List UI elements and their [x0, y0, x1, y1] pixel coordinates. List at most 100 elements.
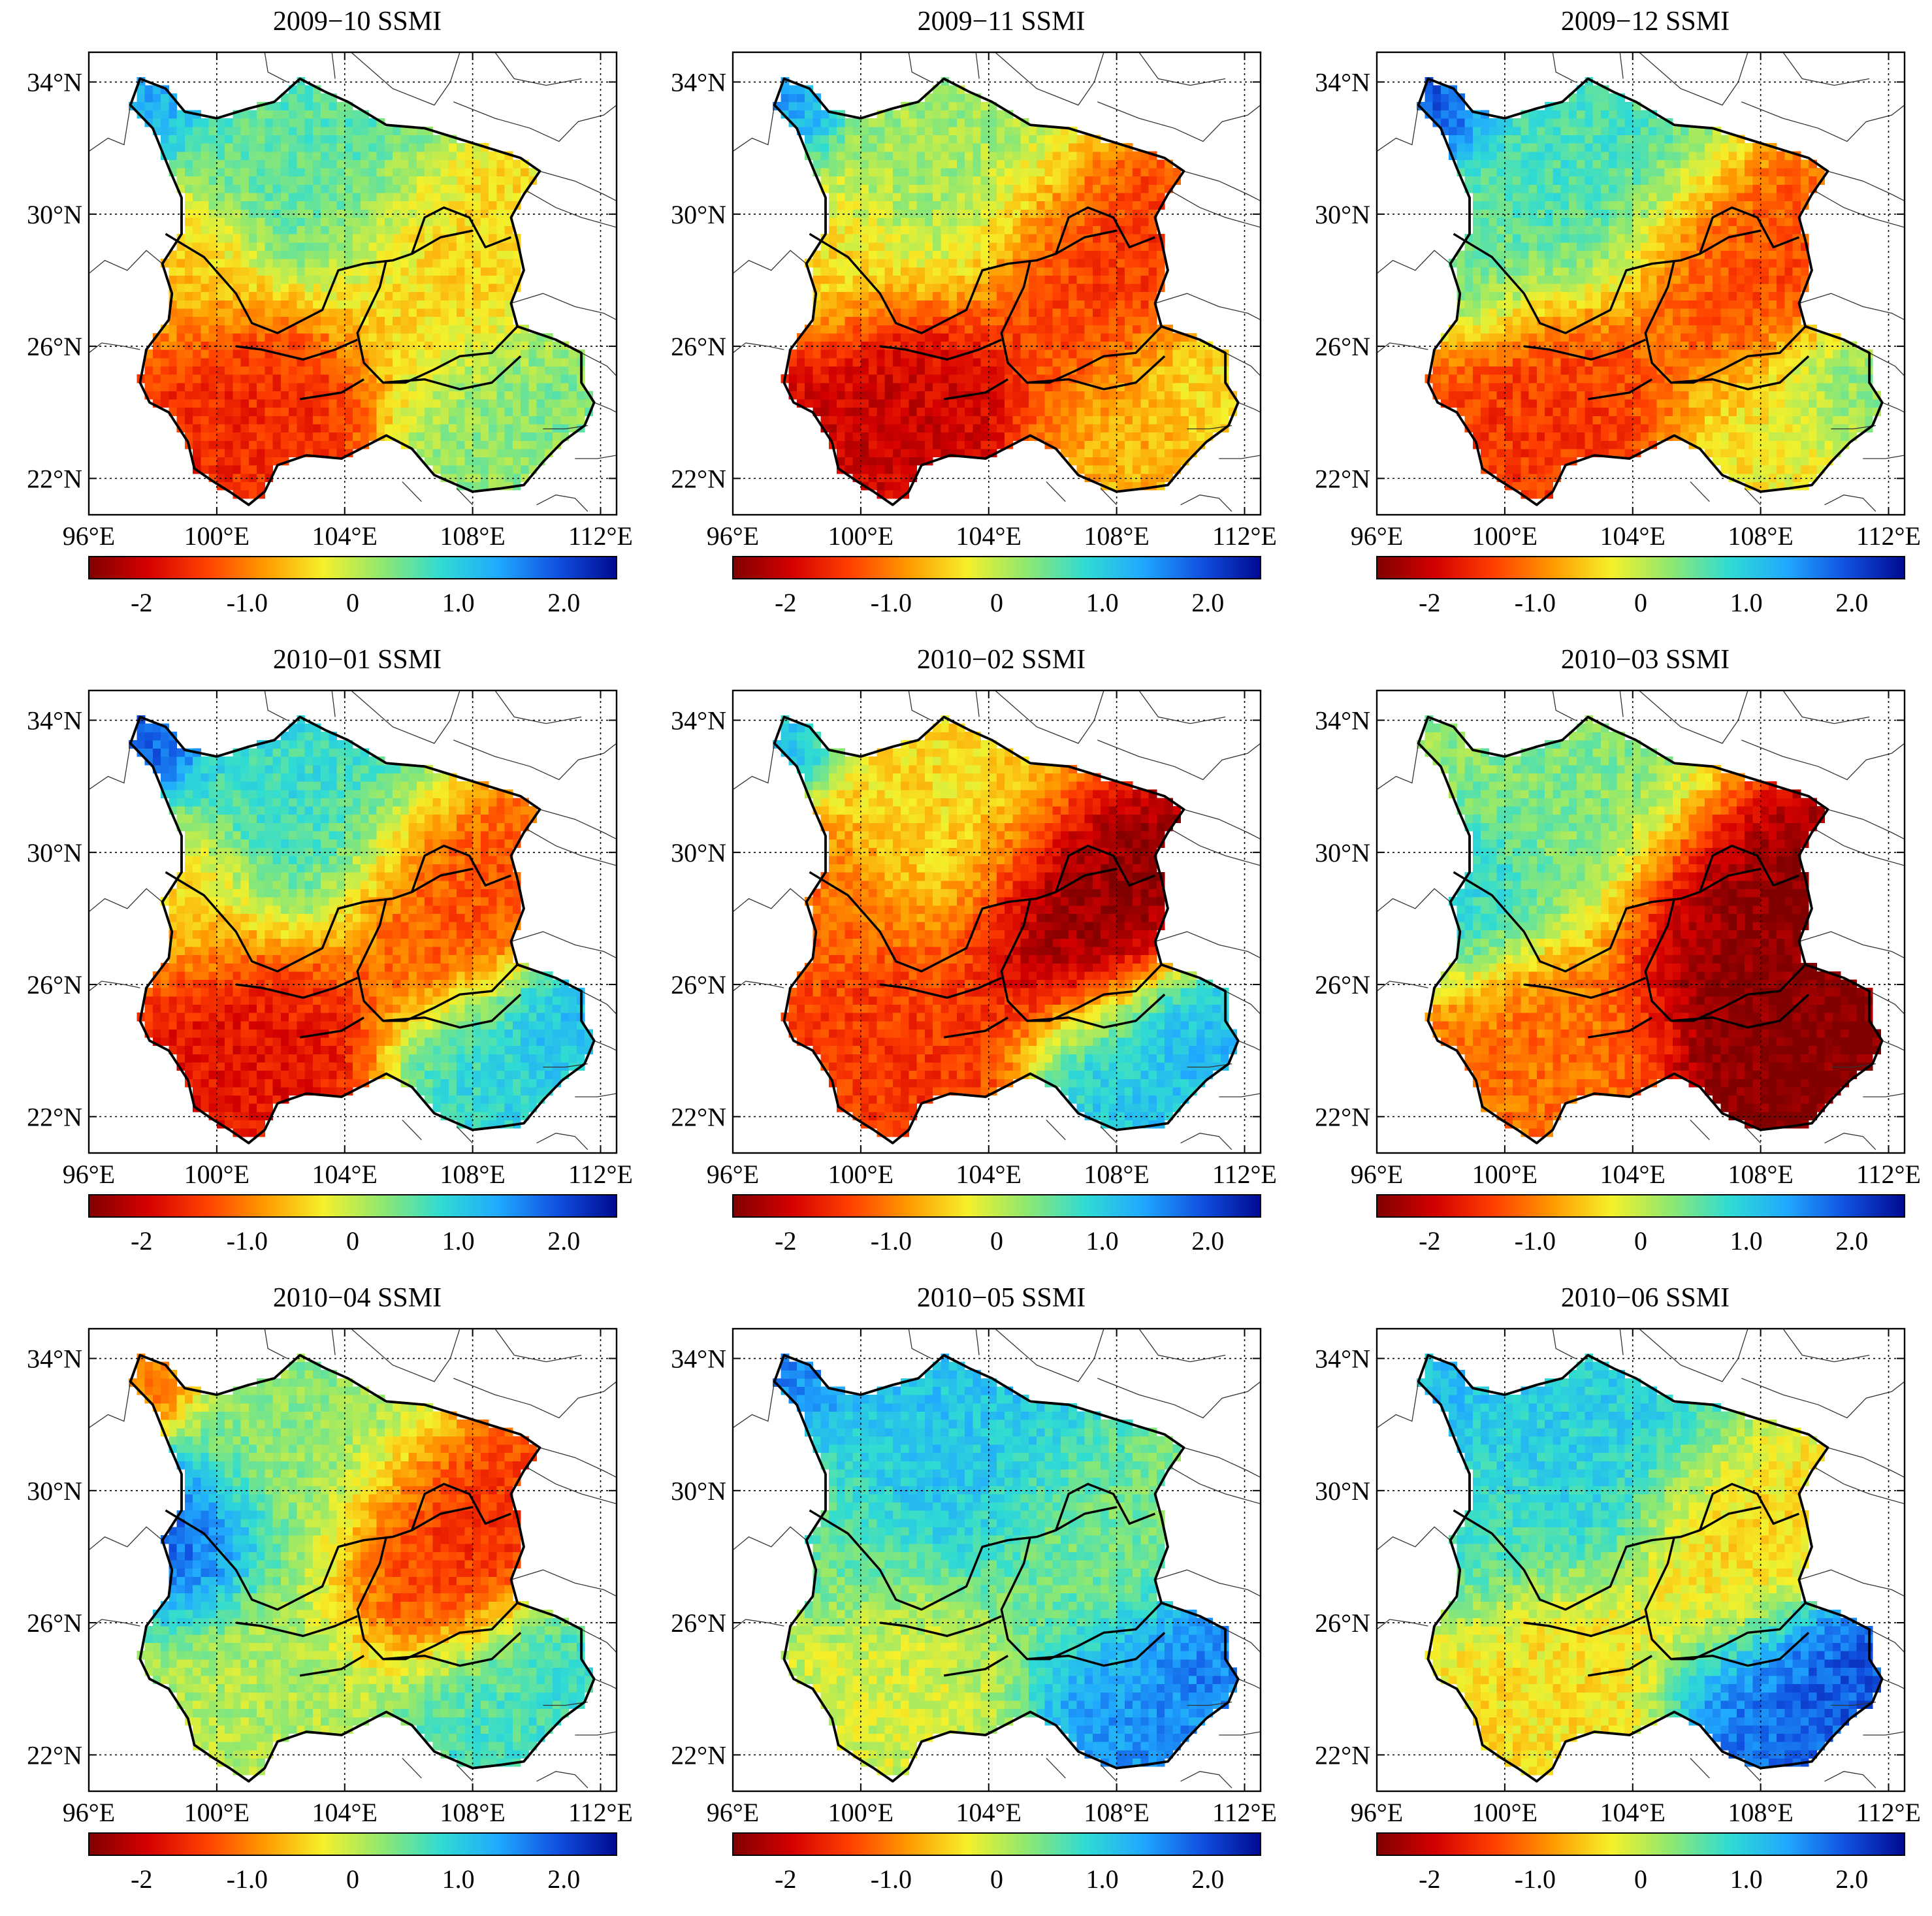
- heatmap-cell: [521, 333, 529, 342]
- heatmap-cell: [216, 448, 225, 458]
- heatmap-cell: [1133, 217, 1141, 227]
- heatmap-cell: [1752, 391, 1762, 400]
- heatmap-cell: [1496, 423, 1505, 433]
- heatmap-cell: [852, 457, 861, 466]
- heatmap-cell: [956, 341, 965, 350]
- heatmap-cell: [1084, 217, 1093, 227]
- heatmap-cell: [193, 357, 201, 366]
- heatmap-cell: [860, 168, 869, 177]
- heatmap-cell: [965, 126, 973, 135]
- heatmap-cell: [440, 291, 449, 300]
- heatmap-cell: [1513, 432, 1521, 441]
- heatmap-cell: [336, 415, 346, 425]
- heatmap-cell: [457, 407, 465, 416]
- heatmap-cell: [472, 399, 481, 408]
- heatmap-cell: [169, 391, 178, 400]
- heatmap-cell: [240, 415, 250, 425]
- heatmap-cell: [980, 448, 990, 458]
- heatmap-cell: [1624, 357, 1634, 366]
- heatmap-cell: [1052, 382, 1061, 391]
- heatmap-cell: [1052, 325, 1061, 334]
- heatmap-cell: [1481, 374, 1489, 383]
- heatmap-cell: [1809, 423, 1817, 433]
- heatmap-cell: [216, 423, 225, 433]
- heatmap-cell: [1069, 192, 1077, 202]
- heatmap-cell: [796, 391, 805, 400]
- heatmap-cell: [1029, 217, 1037, 227]
- heatmap-cell: [504, 432, 513, 441]
- heatmap-cell: [512, 341, 521, 350]
- heatmap-cell: [1069, 168, 1077, 177]
- heatmap-cell: [1116, 176, 1125, 185]
- heatmap-cell: [1728, 374, 1737, 383]
- heatmap-cell: [973, 316, 982, 325]
- heatmap-cell: [240, 110, 250, 119]
- heatmap-cell: [385, 308, 393, 317]
- heatmap-cell: [400, 423, 410, 433]
- heatmap-cell: [512, 192, 521, 202]
- heatmap-cell: [997, 225, 1005, 235]
- heatmap-cell: [408, 415, 417, 425]
- heatmap-cell: [1029, 291, 1037, 300]
- heatmap-cell: [297, 85, 306, 94]
- heatmap-cell: [432, 250, 442, 259]
- heatmap-cell: [304, 399, 314, 408]
- heatmap-cell: [257, 465, 265, 474]
- heatmap-cell: [1681, 423, 1689, 433]
- heatmap-cell: [909, 201, 918, 210]
- heatmap-cell: [877, 184, 886, 193]
- heatmap-cell: [965, 225, 973, 235]
- heatmap-cell: [408, 143, 417, 152]
- heatmap-cell: [353, 423, 361, 433]
- heatmap-cell: [1180, 448, 1189, 458]
- heatmap-cell: [1084, 440, 1093, 449]
- heatmap-cell: [400, 209, 410, 218]
- heatmap-cell: [1528, 481, 1538, 491]
- heatmap-cell: [980, 349, 990, 359]
- heatmap-cell: [1084, 143, 1093, 152]
- heatmap-cell: [504, 275, 513, 284]
- heatmap-cell: [1076, 250, 1086, 259]
- heatmap-cell: [909, 184, 918, 193]
- heatmap-cell: [193, 316, 201, 325]
- heatmap-cell: [869, 473, 877, 482]
- heatmap-cell: [1720, 341, 1730, 350]
- heatmap-cell: [425, 168, 433, 177]
- heatmap-cell: [1760, 374, 1769, 383]
- heatmap-cell: [448, 184, 457, 193]
- heatmap-cell: [1148, 242, 1157, 251]
- heatmap-cell: [233, 325, 242, 334]
- heatmap-cell: [1092, 333, 1101, 342]
- heatmap-cell: [201, 192, 210, 202]
- heatmap-cell: [368, 316, 378, 325]
- heatmap-cell: [869, 284, 877, 293]
- heatmap-cell: [1148, 284, 1157, 293]
- heatmap-cell: [1777, 407, 1785, 416]
- heatmap-cell: [988, 325, 997, 334]
- heatmap-cell: [1180, 391, 1189, 400]
- heatmap-cell: [1140, 225, 1150, 235]
- heatmap-cell: [820, 284, 829, 293]
- heatmap-cell: [280, 341, 289, 350]
- heatmap-cell: [336, 349, 346, 359]
- heatmap-cell: [1504, 465, 1513, 474]
- heatmap-cell: [265, 423, 274, 433]
- neighbour-boundary-line: [1097, 101, 1261, 142]
- heatmap-cell: [869, 357, 877, 366]
- heatmap-cell: [489, 423, 497, 433]
- heatmap-cell: [480, 159, 489, 169]
- heatmap-cell: [233, 316, 242, 325]
- heatmap-cell: [368, 382, 378, 391]
- heatmap-cell: [805, 143, 813, 152]
- heatmap-cell: [184, 357, 193, 366]
- heatmap-cell: [176, 391, 185, 400]
- heatmap-cell: [1688, 382, 1698, 391]
- heatmap-cell: [1012, 341, 1022, 350]
- heatmap-cell: [901, 316, 909, 325]
- heatmap-cell: [329, 366, 338, 375]
- heatmap-cell: [176, 275, 185, 284]
- heatmap-cell: [1052, 259, 1061, 268]
- heatmap-cell: [1092, 143, 1101, 152]
- heatmap-cell: [1108, 151, 1118, 160]
- heatmap-cell: [860, 250, 869, 259]
